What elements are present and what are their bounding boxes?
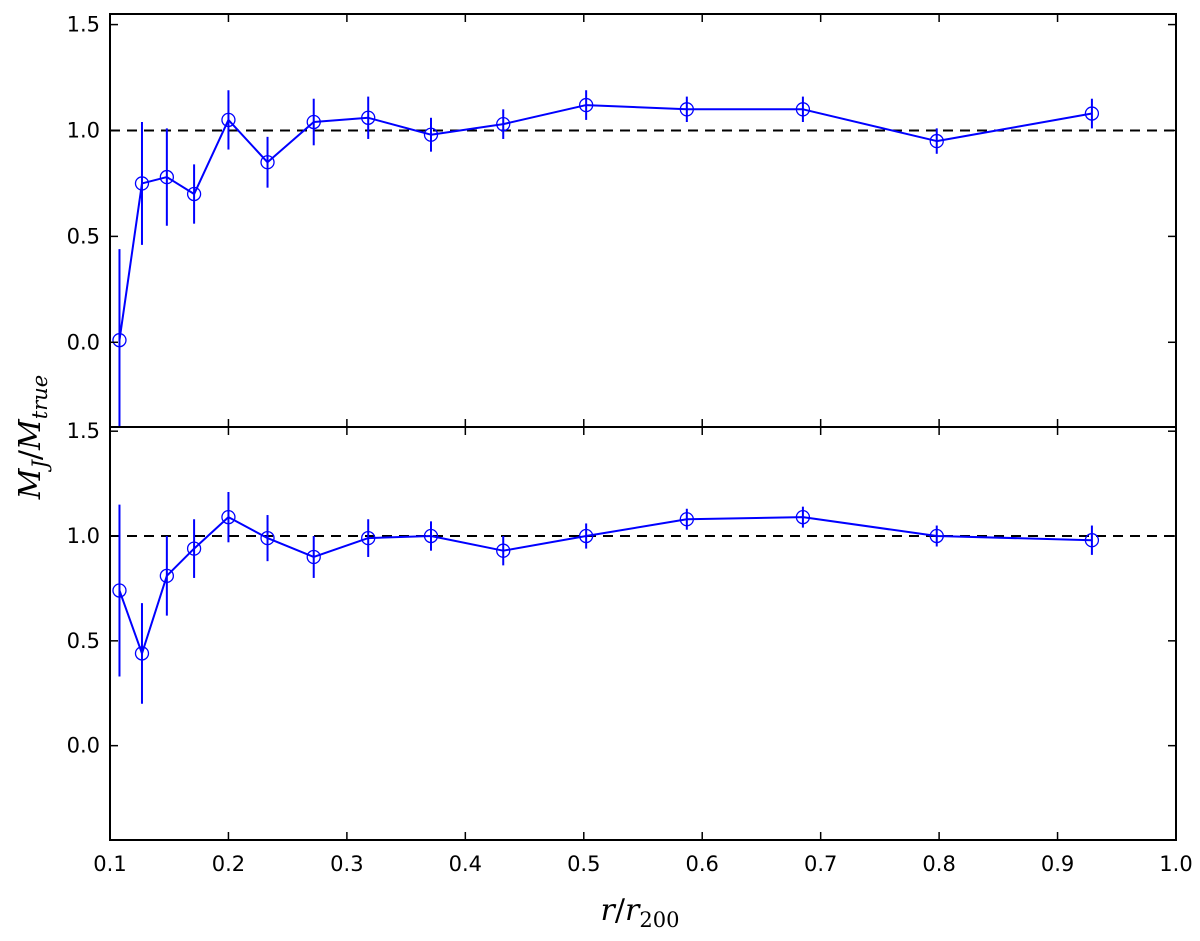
- data-point: [795, 102, 811, 117]
- data-point: [1084, 533, 1100, 548]
- y-tick-label: 1.5: [67, 419, 100, 443]
- data-point: [306, 114, 321, 130]
- data-point: [578, 528, 594, 544]
- data-point: [679, 512, 694, 527]
- y-axis-label: MJ/Mtrue: [13, 375, 52, 500]
- data-point: [134, 176, 150, 191]
- data-point: [112, 333, 127, 348]
- y-tick-label: 1.0: [67, 118, 100, 142]
- x-tick-label: 0.2: [212, 852, 245, 876]
- y-tick-label: 0.0: [67, 330, 100, 354]
- x-tick-label: 0.8: [922, 852, 955, 876]
- y-tick-label: 0.5: [67, 629, 100, 653]
- data-point: [496, 116, 511, 132]
- x-tick-label: 0.3: [330, 852, 363, 876]
- data-point: [221, 509, 236, 525]
- y-tick-label: 1.0: [67, 524, 100, 548]
- chart-panels: 0.00.51.01.50.00.51.01.50.1 0.2 0.3 0.4 0.5 0…: [67, 13, 1193, 876]
- data-point: [929, 133, 944, 149]
- x-tick-label: 0.7: [804, 852, 837, 876]
- data-point: [260, 155, 275, 170]
- axes-frame: [109, 13, 1177, 428]
- data-point: [929, 528, 944, 544]
- y-tick-label: 0.0: [67, 734, 100, 758]
- x-tick-label: 0.1: [93, 852, 126, 876]
- x-tick-label: 0.5: [567, 852, 600, 876]
- series-line: [118, 104, 1093, 341]
- data-point: [159, 169, 175, 185]
- x-tick-label: 0.6: [686, 852, 719, 876]
- data-layer: [110, 90, 1176, 427]
- data-point: [134, 646, 150, 661]
- panel-top: 0.0 0.5 1.0 1.5: [67, 13, 1177, 428]
- data-point: [159, 568, 175, 583]
- data-point: [260, 530, 275, 546]
- data-point: [423, 127, 439, 142]
- data-point: [361, 530, 376, 546]
- x-axis-label: r/r200: [601, 893, 680, 932]
- data-point: [496, 543, 511, 558]
- data-point: [306, 549, 321, 565]
- data-point: [361, 110, 376, 125]
- y-tick-label: 0.5: [67, 224, 100, 248]
- axes-frame: [109, 426, 1177, 841]
- x-tick-label: 1.0: [1159, 852, 1192, 876]
- y-tick-label: 1.5: [67, 13, 100, 37]
- series-line: [118, 516, 1092, 655]
- x-tick-label: 0.4: [449, 852, 482, 876]
- data-point: [186, 186, 202, 202]
- data-point: [795, 509, 811, 525]
- data-point: [1084, 106, 1100, 121]
- x-tick-label: 0.9: [1041, 852, 1074, 876]
- data-point: [423, 528, 439, 544]
- data-point: [112, 583, 127, 598]
- data-point: [186, 541, 202, 556]
- data-point: [679, 102, 694, 117]
- data-point: [221, 112, 236, 128]
- data-layer: [110, 491, 1176, 704]
- panel-bottom: 0.0 0.5 1.0 1.5 0.1 0.2 0.3 0.4 0.5 0.6 0.7 0.8 0.9 1…: [67, 419, 1193, 876]
- data-point: [578, 97, 594, 113]
